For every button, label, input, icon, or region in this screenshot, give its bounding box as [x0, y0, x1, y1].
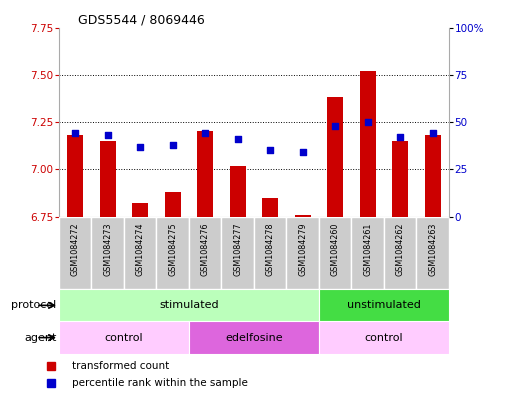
Bar — [360, 71, 376, 217]
Text: GSM1084279: GSM1084279 — [298, 222, 307, 276]
Bar — [189, 321, 319, 354]
Text: transformed count: transformed count — [72, 361, 169, 371]
Text: GSM1084276: GSM1084276 — [201, 222, 210, 276]
Bar — [262, 198, 278, 217]
Bar — [254, 217, 286, 289]
Point — [169, 141, 177, 148]
Point — [233, 136, 242, 142]
Text: agent: agent — [24, 332, 56, 343]
Bar — [424, 135, 441, 217]
Bar — [319, 321, 449, 354]
Point — [299, 149, 307, 155]
Text: GSM1084273: GSM1084273 — [103, 222, 112, 276]
Bar — [392, 141, 408, 217]
Bar — [351, 217, 384, 289]
Text: GSM1084261: GSM1084261 — [363, 222, 372, 276]
Point — [428, 130, 437, 136]
Bar — [319, 217, 351, 289]
Text: GSM1084274: GSM1084274 — [136, 222, 145, 276]
Bar — [67, 135, 83, 217]
Bar — [59, 289, 319, 321]
Point — [331, 123, 339, 129]
Bar — [59, 217, 91, 289]
Bar — [132, 203, 148, 217]
Text: unstimulated: unstimulated — [347, 300, 421, 310]
Bar — [91, 217, 124, 289]
Bar — [229, 165, 246, 217]
Point — [71, 130, 80, 136]
Bar — [156, 217, 189, 289]
Text: GSM1084262: GSM1084262 — [396, 222, 405, 276]
Text: GSM1084260: GSM1084260 — [331, 222, 340, 276]
Bar — [197, 132, 213, 217]
Text: GDS5544 / 8069446: GDS5544 / 8069446 — [78, 13, 205, 26]
Bar — [124, 217, 156, 289]
Point — [136, 143, 144, 150]
Point — [201, 130, 209, 136]
Point — [364, 119, 372, 125]
Bar — [100, 141, 116, 217]
Text: protocol: protocol — [11, 300, 56, 310]
Text: control: control — [365, 332, 403, 343]
Text: percentile rank within the sample: percentile rank within the sample — [72, 378, 248, 387]
Point — [396, 134, 404, 140]
Text: GSM1084275: GSM1084275 — [168, 222, 177, 276]
Text: edelfosine: edelfosine — [225, 332, 283, 343]
Text: GSM1084277: GSM1084277 — [233, 222, 242, 276]
Text: GSM1084272: GSM1084272 — [71, 222, 80, 276]
Bar — [165, 192, 181, 217]
Text: GSM1084278: GSM1084278 — [266, 222, 274, 276]
Point — [266, 147, 274, 154]
Bar — [384, 217, 417, 289]
Bar — [327, 97, 343, 217]
Point — [104, 132, 112, 138]
Text: stimulated: stimulated — [159, 300, 219, 310]
Bar — [319, 289, 449, 321]
Text: control: control — [105, 332, 143, 343]
Bar — [222, 217, 254, 289]
Text: GSM1084263: GSM1084263 — [428, 222, 437, 276]
Bar — [189, 217, 222, 289]
Bar — [294, 215, 311, 217]
Bar — [417, 217, 449, 289]
Bar — [286, 217, 319, 289]
Bar — [59, 321, 189, 354]
